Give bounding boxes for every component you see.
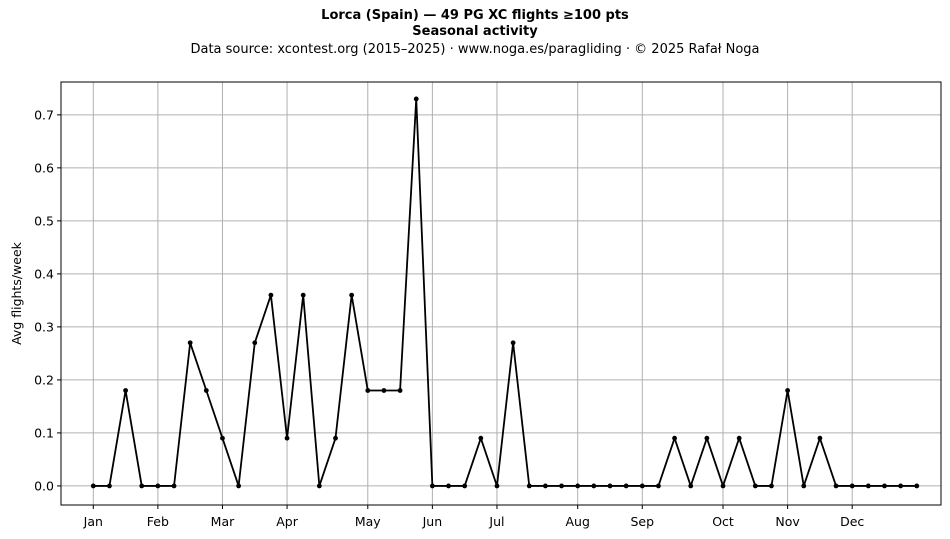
data-point: [171, 483, 177, 489]
x-tick-label: Mar: [211, 514, 235, 529]
data-point: [704, 435, 710, 441]
data-point: [252, 340, 258, 346]
chart-subtitle-bold: Seasonal activity: [412, 24, 538, 39]
data-point: [785, 388, 791, 393]
grid-lines: [61, 82, 941, 505]
chart-source-line: Data source: xcontest.org (2015–2025) · …: [190, 42, 760, 57]
data-point: [526, 483, 532, 489]
data-point: [478, 435, 484, 441]
data-point: [849, 483, 855, 489]
y-tick-label: 0.6: [34, 160, 54, 175]
data-point: [607, 483, 613, 489]
data-point: [623, 483, 629, 489]
data-point: [817, 435, 823, 441]
y-axis-label: Avg flights/week: [9, 241, 24, 345]
plot-frame: [60, 81, 942, 506]
y-tick-label: 0.2: [34, 372, 54, 387]
data-point: [236, 483, 242, 489]
data-point: [381, 388, 387, 393]
y-tick-label: 0.4: [34, 266, 54, 281]
data-point: [672, 435, 677, 441]
data-point: [187, 340, 193, 346]
data-point: [575, 483, 581, 489]
x-tick-label: Dec: [840, 514, 864, 529]
data-point: [123, 388, 128, 393]
data-point: [591, 483, 597, 489]
data-point: [316, 483, 322, 489]
data-point: [107, 483, 112, 489]
data-point: [462, 483, 468, 489]
chart-title: Lorca (Spain) — 49 PG XC flights ≥100 pt…: [321, 8, 629, 23]
x-tick-label: Feb: [147, 514, 169, 529]
data-point: [333, 435, 338, 441]
y-tick-label: 0.7: [34, 107, 54, 122]
data-point: [220, 435, 225, 441]
x-tick-label: Jan: [83, 514, 103, 529]
y-tick-label: 0.0: [34, 478, 54, 493]
data-point: [139, 483, 145, 489]
data-point: [510, 340, 516, 346]
x-tick-label: Jul: [488, 514, 504, 529]
data-point: [284, 435, 290, 441]
data-point: [656, 483, 661, 489]
data-point: [639, 483, 645, 489]
x-tick-label: Nov: [775, 514, 800, 529]
data-point: [914, 483, 920, 489]
series-line-group: [90, 96, 920, 489]
chart-titles: Lorca (Spain) — 49 PG XC flights ≥100 pt…: [0, 8, 950, 59]
data-point: [446, 483, 451, 489]
x-tick-label: Apr: [276, 514, 298, 529]
x-tick-label: Jun: [422, 514, 443, 529]
data-point: [543, 483, 548, 489]
data-point: [365, 388, 371, 393]
data-point: [155, 483, 161, 489]
data-point: [349, 292, 355, 298]
y-tick-label: 0.3: [34, 319, 54, 334]
data-point: [90, 483, 96, 489]
data-point: [882, 483, 887, 489]
data-point: [203, 388, 209, 393]
data-point: [865, 483, 871, 489]
data-point: [397, 388, 403, 393]
x-axis-ticks: Jan Feb Mar Apr May Jun Jul Aug Sep Oct Nov Dec: [83, 505, 864, 529]
data-point: [720, 483, 726, 489]
x-tick-label: May: [355, 514, 381, 529]
data-point: [268, 292, 274, 298]
x-tick-label: Sep: [631, 514, 655, 529]
data-point: [429, 483, 435, 489]
data-point: [801, 483, 807, 489]
data-point: [769, 483, 774, 489]
data-point: [494, 483, 500, 489]
data-point: [833, 483, 839, 489]
x-tick-label: Oct: [712, 514, 734, 529]
data-point: [300, 292, 306, 298]
data-point: [559, 483, 564, 489]
x-tick-label: Aug: [565, 514, 589, 529]
y-tick-label: 0.5: [34, 213, 54, 228]
y-axis-ticks: 0.0 0.1 0.2 0.3 0.4 0.5 0.6 0.7: [34, 107, 61, 493]
y-tick-label: 0.1: [34, 425, 54, 440]
data-point: [898, 483, 904, 489]
data-point: [752, 483, 758, 489]
data-point: [736, 435, 742, 441]
data-point: [688, 483, 694, 489]
series-line: [93, 98, 917, 487]
data-point: [413, 96, 419, 102]
